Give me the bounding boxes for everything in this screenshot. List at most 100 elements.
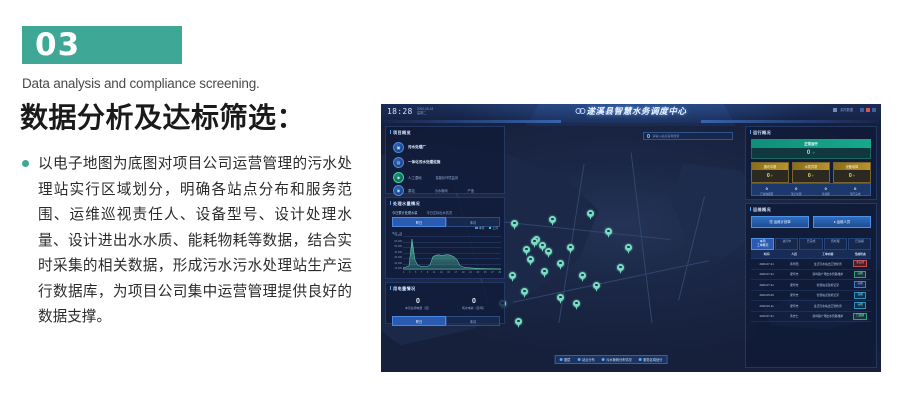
section-number-badge: 03 bbox=[22, 26, 182, 64]
toolbar-layers[interactable]: 图层 bbox=[559, 357, 571, 362]
tab-water-compliance[interactable]: 今日达标出水情况 bbox=[426, 211, 453, 215]
map-pin-icon[interactable] bbox=[567, 244, 574, 254]
cell-task: 营埠镇广场出水管路维护 bbox=[812, 314, 844, 319]
close-icon[interactable] bbox=[866, 108, 870, 112]
project-row[interactable]: ▤ 一体化污水处理设施 bbox=[393, 157, 440, 168]
map-pin-icon[interactable] bbox=[531, 238, 538, 248]
calendar-icon: ▦ bbox=[769, 220, 774, 225]
header-wing-left bbox=[383, 120, 561, 123]
staff-label: 运维人员 bbox=[836, 220, 851, 225]
map-pin-icon[interactable] bbox=[515, 318, 522, 328]
header-date: 2020-08-18 星期二 bbox=[417, 107, 433, 116]
tab-yesterday[interactable]: 昨日 bbox=[392, 217, 446, 228]
tab-this-week[interactable]: 本周 工单概况 bbox=[751, 238, 775, 250]
status-badge: 已逾期 bbox=[852, 312, 868, 320]
tab-overdue[interactable]: 已逾期 bbox=[847, 238, 872, 250]
search-icon bbox=[647, 134, 651, 138]
alarm-flow-value: 0 bbox=[854, 186, 857, 191]
project-row[interactable]: ◉ 泵站 污水管网 产值 bbox=[393, 185, 474, 196]
alarm-flow-label: 已接收报警 bbox=[760, 192, 774, 196]
tab-in-progress[interactable]: 进行中 bbox=[775, 238, 799, 250]
alarm-flow-processing[interactable]: 0 现正处理 bbox=[782, 184, 812, 196]
alert-card-comm[interactable]: 通讯中断 0 个 bbox=[751, 162, 789, 183]
cell-time: 2020-06-11 bbox=[759, 303, 774, 308]
table-row[interactable]: 2020-07-21 梁华志 营埠镇广场出水管路维护 完成 bbox=[751, 270, 871, 280]
alert-card-title: 设备故障 bbox=[834, 163, 870, 171]
alarm-flow-done[interactable]: 0 现已完成 bbox=[841, 184, 871, 196]
dashboard-title: 遂溪县智慧水务调度中心 bbox=[586, 106, 687, 116]
map-pin-icon[interactable] bbox=[539, 242, 546, 252]
plan-sheet-button[interactable]: ▦ 运维计划单 bbox=[751, 216, 809, 228]
header-wing-right bbox=[701, 120, 879, 123]
toolbar-stations[interactable]: 站点分布 bbox=[577, 357, 595, 362]
panel-title-project: 项目概览 bbox=[390, 130, 411, 136]
page-title: 数据分析及达标筛选： bbox=[20, 102, 306, 133]
map-bottom-toolbar[interactable]: 图层 站点分布 污水管网分布情况 服务区域划分 bbox=[554, 355, 668, 364]
alarm-flow-pending[interactable]: 0 待处理 bbox=[811, 184, 841, 196]
plant-icon: ▤ bbox=[393, 157, 404, 168]
tab-month[interactable]: 本月 bbox=[446, 217, 500, 228]
alarm-flow-label: 现正处理 bbox=[791, 192, 802, 196]
alert-card-fault[interactable]: 设备故障 0 个 bbox=[833, 162, 871, 183]
map-pin-icon[interactable] bbox=[573, 300, 580, 310]
panel-divider bbox=[750, 136, 872, 137]
table-row[interactable]: 2020-06-11 梁华志 生活污水站出口管检查 完成 bbox=[751, 301, 871, 312]
cell-status: 完成 bbox=[849, 291, 871, 299]
project-row[interactable]: ▣ 污水处理厂 bbox=[393, 142, 426, 153]
tab-power-yesterday[interactable]: 昨日 bbox=[392, 316, 446, 327]
map-pin-icon[interactable] bbox=[521, 288, 528, 298]
map-pin-icon[interactable] bbox=[557, 294, 564, 304]
minimize-icon[interactable] bbox=[860, 108, 864, 112]
map-pin-icon[interactable] bbox=[511, 220, 518, 230]
y-tick: 20,000 bbox=[394, 261, 402, 265]
kpi-label: 本月总用电量（度） bbox=[404, 306, 431, 310]
map-pin-icon[interactable] bbox=[527, 256, 534, 266]
alert-card-value: 0 bbox=[807, 172, 811, 179]
map-pin-icon[interactable] bbox=[593, 282, 600, 292]
map-pin-icon[interactable] bbox=[549, 216, 556, 226]
cell-time: 2020-07-21 bbox=[759, 314, 774, 319]
toolbar-areas[interactable]: 服务区域划分 bbox=[638, 357, 662, 362]
window-controls[interactable] bbox=[860, 108, 876, 112]
cell-task: 生活污水站出口管检查 bbox=[813, 303, 842, 308]
work-order-table: 时间 人员 工单内容 当前状态 2020-07-21 黄华阳 生活污水站出口管检… bbox=[751, 250, 871, 322]
search-input[interactable]: 请输入站点名称搜索 bbox=[643, 132, 733, 140]
table-row[interactable]: 2020-07-21 梁华志 智慧站点巡检记录 完成 bbox=[751, 280, 871, 291]
map-pin-icon[interactable] bbox=[557, 260, 564, 270]
project-row[interactable]: ◆ 人工湿地 智能化环境监测 bbox=[393, 172, 458, 183]
project-row-value: 一体化污水处理设施 bbox=[408, 160, 441, 164]
tab-pending[interactable]: 待处理 bbox=[823, 238, 847, 250]
toolbar-pipes[interactable]: 污水管网分布情况 bbox=[601, 357, 632, 362]
map-pin-icon[interactable] bbox=[617, 264, 624, 274]
map-pin-icon[interactable] bbox=[579, 272, 586, 282]
header-right-label: 实时数据 bbox=[840, 108, 853, 112]
map-pin-icon[interactable] bbox=[605, 228, 612, 238]
refresh-icon[interactable] bbox=[833, 108, 838, 112]
cell-person: 黄志仁 bbox=[789, 314, 799, 319]
tab-water-total[interactable]: 今日累计处理水量 bbox=[392, 211, 418, 215]
body-text: 以电子地图为底图对项目公司运营管理的污水处理站实行区域划分，明确各站点分布和服务… bbox=[38, 156, 352, 325]
staff-button[interactable]: ♦ 运维人员 bbox=[813, 216, 871, 228]
status-badge: 完成 bbox=[854, 302, 867, 310]
table-row[interactable]: 2020-07-21 黄志仁 营埠镇广场出水管路维护 已逾期 bbox=[751, 312, 871, 322]
alert-card-body: 0 个 bbox=[752, 170, 788, 181]
alert-card-quality[interactable]: 水质异常 0 个 bbox=[792, 162, 830, 183]
tab-power-month[interactable]: 本月 bbox=[446, 316, 500, 327]
map-pin-icon[interactable] bbox=[541, 268, 548, 278]
alarm-flow-received[interactable]: 0 已接收报警 bbox=[752, 184, 782, 196]
tab-completed[interactable]: 已完成 bbox=[799, 238, 823, 250]
map-pin-icon[interactable] bbox=[587, 210, 594, 220]
panel-title-water: 处理水量情况 bbox=[390, 201, 420, 207]
header-right-group[interactable]: 实时数据 bbox=[833, 108, 876, 112]
map-pin-icon[interactable] bbox=[509, 272, 516, 282]
table-row[interactable]: 2020-07-21 黄华阳 生活污水站出口管检查 未完成 bbox=[751, 259, 871, 270]
menu-icon[interactable] bbox=[872, 108, 876, 112]
alarm-flow-value: 0 bbox=[765, 186, 768, 191]
table-row[interactable]: 2020-05-06 梁华志 智慧站点巡检记录 完成 bbox=[751, 291, 871, 301]
water-area-chart bbox=[403, 236, 501, 270]
map-pin-icon[interactable] bbox=[545, 248, 552, 258]
map-pin-icon[interactable] bbox=[523, 246, 530, 256]
legend-this-month: 本月 bbox=[475, 226, 485, 230]
user-icon: ♦ bbox=[833, 220, 837, 225]
map-pin-icon[interactable] bbox=[625, 244, 632, 254]
